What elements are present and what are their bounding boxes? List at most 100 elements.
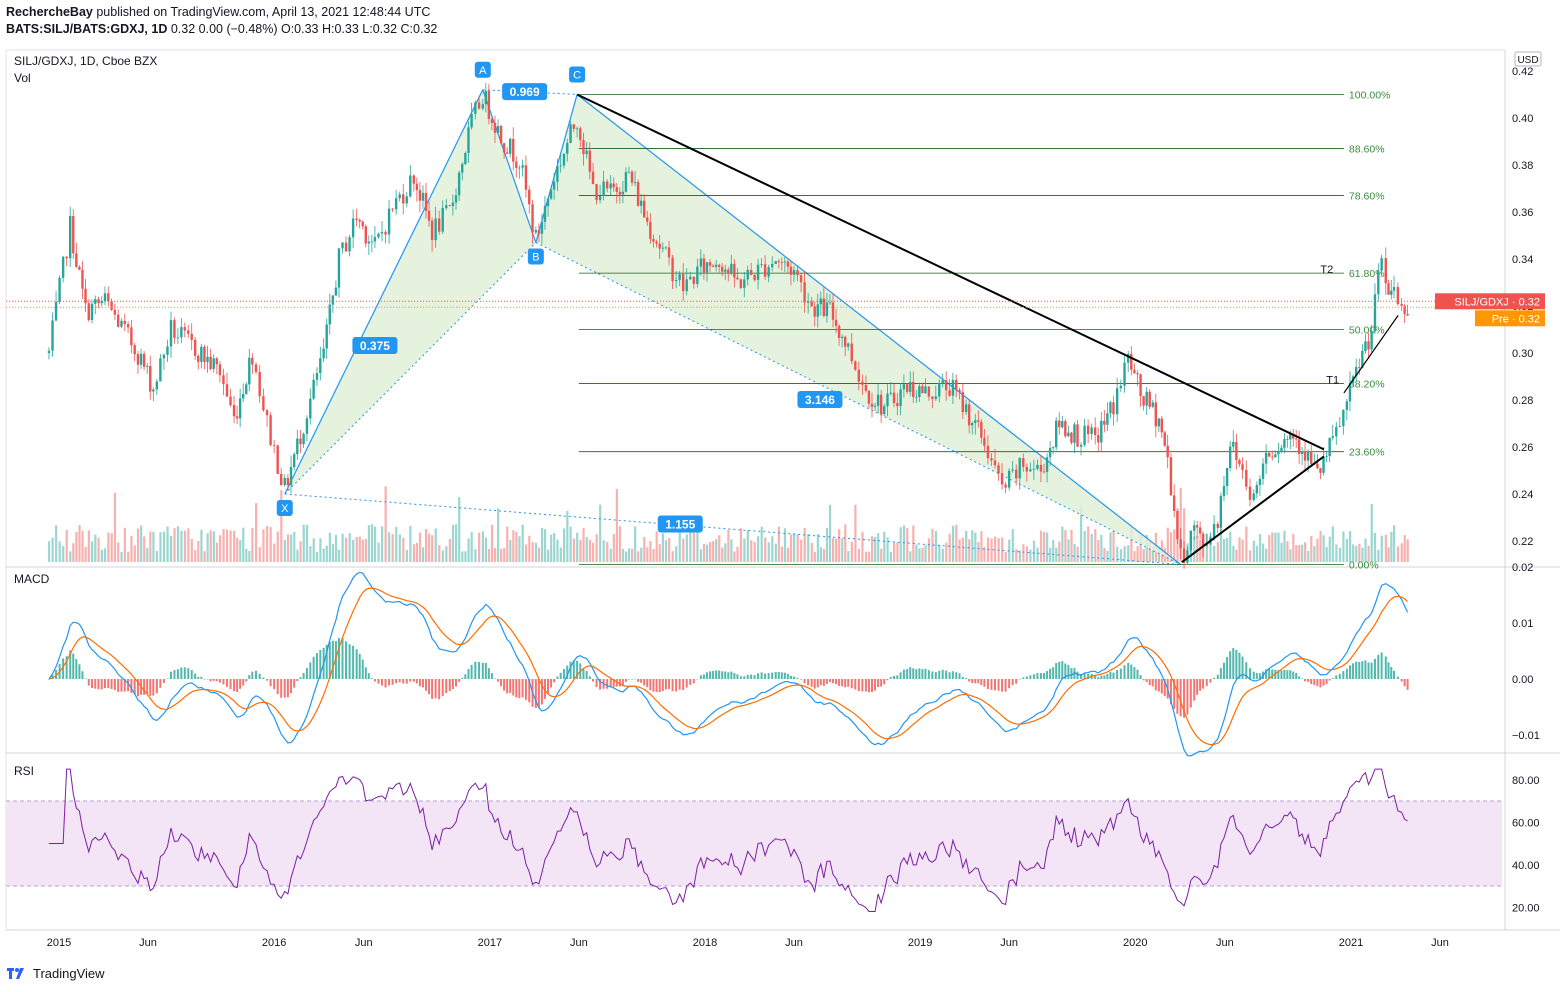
candle-body <box>515 161 518 168</box>
volume-bar <box>103 548 107 562</box>
volume-bar <box>384 486 387 562</box>
volume-bar <box>1011 529 1014 562</box>
candle-body <box>248 357 251 385</box>
macd-hist-bar <box>434 679 437 699</box>
macd-hist-bar <box>402 679 405 684</box>
candle-body <box>736 277 739 280</box>
macd-hist-bar <box>1133 667 1136 679</box>
candle-body <box>1067 432 1070 437</box>
macd-hist-bar <box>328 641 331 679</box>
macd-hist-bar <box>730 671 733 679</box>
volume-bar <box>325 545 328 562</box>
candle-body <box>58 277 61 303</box>
candle-body <box>477 102 481 109</box>
macd-hist-bar <box>634 678 637 680</box>
macd-hist-bar <box>664 679 667 690</box>
volume-bar <box>675 546 678 562</box>
candle-body <box>549 189 553 199</box>
volume-bar <box>1216 541 1219 562</box>
volume-bar <box>75 531 78 562</box>
volume-bar <box>1342 531 1345 562</box>
macd-hist-bar <box>864 679 867 692</box>
macd-hist-bar <box>547 679 550 694</box>
macd-hist-bar <box>838 679 841 686</box>
candle-body <box>655 241 658 244</box>
candle-body <box>1112 402 1115 415</box>
macd-hist-bar <box>176 669 179 679</box>
volume-bar <box>965 530 968 562</box>
candle-body <box>1136 373 1139 375</box>
candle-body <box>328 304 331 325</box>
macd-hist-bar <box>646 679 649 688</box>
volume-bar <box>1406 539 1409 562</box>
candle-body <box>646 217 649 222</box>
volume-bar <box>1335 544 1338 562</box>
fib-level-label: 23.60% <box>1349 447 1385 459</box>
macd-hist-bar <box>236 679 239 692</box>
volume-bar <box>909 551 912 562</box>
volume-bar <box>81 530 84 562</box>
tradingview-logo-icon[interactable] <box>6 965 28 981</box>
candle-body <box>215 358 219 365</box>
macd-hist-bar <box>640 679 643 683</box>
candle-body <box>87 303 90 321</box>
volume-bar <box>1199 539 1202 562</box>
candle-body <box>717 264 721 267</box>
candle-body <box>696 266 699 284</box>
candle-body <box>235 416 239 419</box>
volume-bar <box>176 526 180 562</box>
candle-body <box>467 127 470 153</box>
candle-body <box>280 473 283 486</box>
volume-bar <box>1252 540 1255 562</box>
candle-body <box>822 298 826 317</box>
candle-body <box>944 380 948 391</box>
macd-hist-bar <box>388 679 391 686</box>
volume-bar <box>902 525 906 562</box>
tradingview-brand[interactable]: TradingView <box>33 965 105 981</box>
candle-body <box>633 182 637 183</box>
volume-bar <box>152 531 155 562</box>
ratio-label: 0.969 <box>510 85 540 99</box>
candle-body <box>753 274 756 280</box>
candle-body <box>508 139 512 154</box>
publisher-name[interactable]: RechercheBay <box>6 5 93 19</box>
volume-bar <box>431 535 434 562</box>
candle-body <box>100 301 103 304</box>
time-tick-label: 2018 <box>693 937 717 949</box>
volume-bar <box>1049 547 1052 562</box>
macd-hist-bar <box>733 673 736 679</box>
macd-hist-bar <box>1295 672 1298 679</box>
macd-tick-label: −0.01 <box>1512 730 1540 742</box>
volume-bar <box>899 527 902 562</box>
candle-body <box>116 314 120 327</box>
macd-hist-bar <box>1258 673 1261 679</box>
price-badge-pre: Pre · 0.32 <box>1475 310 1545 327</box>
candle-body <box>840 336 844 338</box>
volume-bar <box>624 551 628 562</box>
time-tick-label: 2020 <box>1123 937 1147 949</box>
candle-body <box>1004 484 1007 488</box>
volume-bar <box>120 551 123 562</box>
candle-body <box>232 405 236 417</box>
candle-body <box>1338 426 1342 427</box>
macd-hist-bar <box>1229 651 1232 679</box>
breakout-line <box>1343 315 1399 394</box>
candle-body <box>961 392 965 413</box>
candle-body <box>61 256 65 278</box>
candle-body <box>834 319 838 326</box>
candle-body <box>905 384 909 392</box>
macd-hist-bar <box>162 679 165 684</box>
candle-body <box>661 247 665 249</box>
candle-body <box>803 282 806 303</box>
volume-bar <box>618 526 622 562</box>
candle-body <box>78 266 81 270</box>
volume-bar <box>566 510 569 562</box>
candle-body <box>499 126 503 144</box>
candle-body <box>84 288 87 304</box>
macd-hist-bar <box>1196 679 1199 695</box>
volume-bar <box>381 526 384 562</box>
volume-bar <box>1073 543 1076 562</box>
candle-body <box>325 324 328 349</box>
candle-body <box>1048 448 1052 458</box>
